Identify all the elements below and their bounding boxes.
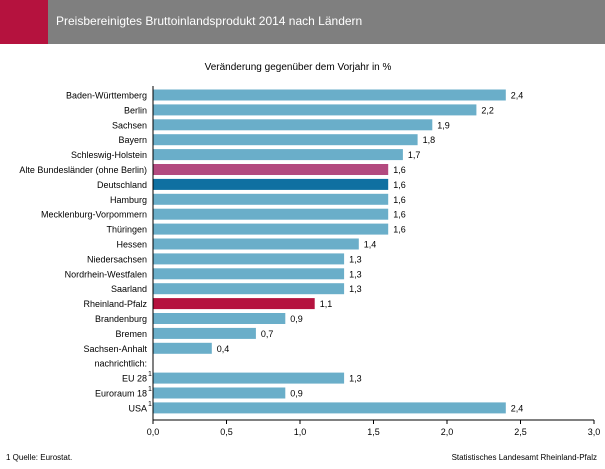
category-label: Thüringen bbox=[106, 225, 147, 235]
value-label: 0,7 bbox=[261, 329, 274, 339]
value-label: 1,6 bbox=[393, 225, 406, 235]
bar bbox=[153, 342, 212, 354]
category-label: EU 28 bbox=[122, 374, 147, 384]
bar bbox=[153, 223, 389, 235]
value-label: 0,9 bbox=[290, 389, 303, 399]
bar bbox=[153, 178, 389, 190]
value-label: 1,3 bbox=[349, 254, 362, 264]
footnote-mark: 1 bbox=[148, 401, 152, 408]
bar bbox=[153, 134, 418, 146]
x-tick-label: 0,0 bbox=[147, 427, 160, 437]
category-label: Berlin bbox=[124, 105, 147, 115]
value-label: 2,4 bbox=[511, 403, 524, 413]
bar bbox=[153, 402, 506, 414]
x-tick-label: 2,0 bbox=[441, 427, 454, 437]
bar bbox=[153, 268, 345, 280]
bar bbox=[153, 149, 403, 161]
x-tick-label: 0,5 bbox=[220, 427, 233, 437]
footer-source: 1 Quelle: Eurostat. bbox=[6, 453, 72, 462]
value-label: 1,1 bbox=[320, 299, 333, 309]
value-label: 1,3 bbox=[349, 269, 362, 279]
value-label: 0,4 bbox=[217, 344, 230, 354]
bar bbox=[153, 164, 389, 175]
value-label: 1,3 bbox=[349, 284, 362, 294]
bar bbox=[153, 119, 433, 131]
bar bbox=[153, 208, 389, 220]
value-label: 0,9 bbox=[290, 314, 303, 324]
bar bbox=[153, 298, 315, 310]
category-label: Saarland bbox=[111, 284, 147, 294]
category-label: Mecklenburg-Vorpommern bbox=[41, 210, 147, 220]
category-label: Euroraum 18 bbox=[95, 389, 147, 399]
category-label: Bremen bbox=[115, 329, 147, 339]
header-accent bbox=[0, 0, 48, 44]
bar bbox=[153, 104, 477, 116]
category-label: Sachsen bbox=[112, 120, 147, 130]
page-title: Preisbereinigtes Bruttoinlandsprodukt 20… bbox=[56, 14, 363, 28]
footer-publisher: Statistisches Landesamt Rheinland-Pfalz bbox=[452, 453, 597, 462]
bar bbox=[153, 89, 506, 101]
category-label: nachrichtlich: bbox=[94, 359, 147, 369]
category-label: Bayern bbox=[118, 135, 147, 145]
value-label: 1,8 bbox=[423, 135, 436, 145]
category-label: Baden-Württemberg bbox=[66, 91, 147, 101]
value-label: 1,9 bbox=[437, 120, 450, 130]
x-tick-label: 1,5 bbox=[367, 427, 380, 437]
bar bbox=[153, 387, 286, 399]
bar bbox=[153, 283, 345, 295]
value-label: 1,6 bbox=[393, 210, 406, 220]
category-label: Hamburg bbox=[110, 195, 147, 205]
value-label: 2,4 bbox=[511, 91, 524, 101]
bar bbox=[153, 238, 359, 250]
value-label: 1,7 bbox=[408, 150, 421, 160]
value-label: 1,3 bbox=[349, 374, 362, 384]
value-label: 1,6 bbox=[393, 180, 406, 190]
footnote-mark: 1 bbox=[148, 386, 152, 393]
chart-title: Veränderung gegenüber dem Vorjahr in % bbox=[205, 62, 392, 73]
category-label: USA bbox=[128, 403, 147, 413]
category-label: Nordrhein-Westfalen bbox=[65, 269, 147, 279]
category-label: Deutschland bbox=[97, 180, 147, 190]
value-label: 1,6 bbox=[393, 195, 406, 205]
bar bbox=[153, 372, 345, 384]
bar bbox=[153, 313, 286, 324]
x-tick-label: 2,5 bbox=[514, 427, 527, 437]
category-label: Schleswig-Holstein bbox=[71, 150, 147, 160]
category-label: Sachsen-Anhalt bbox=[83, 344, 147, 354]
bar bbox=[153, 253, 345, 265]
value-label: 1,6 bbox=[393, 165, 406, 175]
category-label: Brandenburg bbox=[95, 314, 147, 324]
bar bbox=[153, 193, 389, 205]
category-label: Rheinland-Pfalz bbox=[83, 299, 147, 309]
plot-area: Baden-Württemberg 2,4 Berlin 2,2 Sachsen 1,9 B… bbox=[19, 86, 600, 437]
x-tick-label: 3,0 bbox=[588, 427, 601, 437]
bar-chart: Veränderung gegenüber dem Vorjahr in % B… bbox=[0, 44, 605, 469]
category-label: Alte Bundesländer (ohne Berlin) bbox=[19, 165, 147, 175]
category-label: Niedersachsen bbox=[87, 254, 147, 264]
value-label: 1,4 bbox=[364, 240, 377, 250]
header-bar: Preisbereinigtes Bruttoinlandsprodukt 20… bbox=[0, 0, 605, 44]
x-tick-label: 1,0 bbox=[294, 427, 307, 437]
value-label: 2,2 bbox=[481, 105, 494, 115]
category-label: Hessen bbox=[116, 240, 147, 250]
footnote-mark: 1 bbox=[148, 371, 152, 378]
bar bbox=[153, 327, 256, 339]
